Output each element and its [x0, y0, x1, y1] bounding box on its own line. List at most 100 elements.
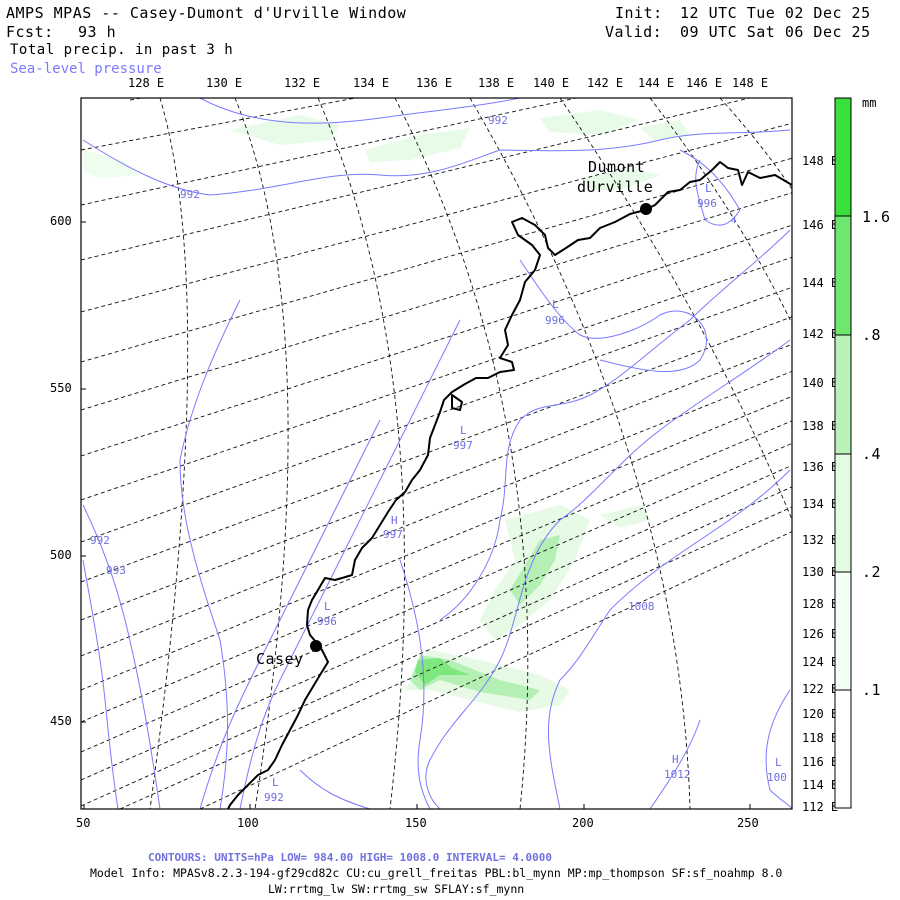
coastline	[227, 161, 792, 809]
top-lon-label: 128 E	[128, 76, 165, 90]
model-info: Model Info: MPASv8.2.3-194-gf29cd82c CU:…	[90, 866, 783, 880]
top-lon-label: 130 E	[206, 76, 243, 90]
valid-time: 09 UTC Sat 06 Dec 25	[680, 23, 871, 41]
colorbar-unit: mm	[862, 96, 877, 110]
right-lon-label: 140 E	[802, 376, 839, 390]
x-axis-label: 250	[737, 816, 759, 830]
right-lon-label: 114 E	[802, 778, 839, 792]
pressure-center-letter: L	[705, 182, 712, 195]
pressure-center-value: 1012	[664, 768, 691, 781]
top-lon-label: 134 E	[353, 76, 390, 90]
precip-area-light	[230, 115, 340, 145]
meridian-line	[81, 286, 792, 543]
meridian-line	[81, 464, 792, 781]
parallel-arc	[394, 98, 529, 809]
slp-contour	[239, 319, 461, 809]
right-lon-label: 138 E	[802, 419, 839, 433]
slp-contour	[82, 504, 161, 809]
slp-contour	[547, 469, 791, 809]
contour-label: 993	[106, 564, 126, 577]
colorbar-label: .8	[862, 326, 882, 344]
slp-contour	[519, 259, 707, 372]
x-axis-label: 50	[76, 816, 91, 830]
forecast-hours: 93 h	[78, 23, 117, 41]
pressure-center-value: 100	[767, 771, 787, 784]
right-lon-label: 132 E	[802, 533, 839, 547]
init-label: Init:	[615, 4, 663, 22]
meridian-line	[81, 98, 579, 206]
slp-contour	[199, 419, 381, 809]
right-lon-label: 118 E	[802, 731, 839, 745]
parallel-arc	[649, 98, 792, 325]
meridian-line	[81, 343, 792, 621]
precip-area-light	[585, 168, 660, 190]
slp-contour	[399, 559, 431, 809]
pressure-center-letter: H	[391, 514, 398, 527]
right-lon-label: 126 E	[802, 627, 839, 641]
station-label-casey: Casey	[256, 650, 304, 668]
axis-ticks	[81, 221, 751, 809]
init-time: 12 UTC Tue 02 Dec 25	[680, 4, 871, 22]
right-lon-label: 142 E	[802, 327, 839, 341]
coastline-island	[451, 394, 463, 411]
contour-label: 4	[731, 216, 737, 226]
slp-contour	[82, 129, 791, 196]
colorbar-label: .1	[862, 681, 882, 699]
contour-info: CONTOURS: UNITS=hPa LOW= 984.00 HIGH= 10…	[148, 851, 552, 864]
pressure-center-value: 996	[317, 615, 337, 628]
precip-area-light	[83, 150, 140, 178]
colorbar-frame	[834, 97, 852, 809]
meridian-line	[81, 192, 792, 411]
meridian-line	[119, 506, 792, 809]
slp-contour	[82, 559, 119, 809]
contour-label: 992	[90, 534, 110, 547]
parallel-arc	[469, 98, 691, 809]
top-lon-label: 146 E	[686, 76, 723, 90]
parallel-arc	[234, 98, 289, 809]
colorbar-segment	[835, 98, 851, 216]
slp-contour	[199, 98, 521, 124]
meridian-line	[81, 370, 792, 657]
slp-contour	[439, 229, 791, 621]
forecast-label: Fcst:	[6, 23, 54, 41]
meridian-line	[81, 98, 752, 261]
slp-contour	[649, 719, 701, 809]
slp-contour	[765, 689, 792, 809]
meridian-line	[81, 157, 792, 363]
precip-shading	[83, 110, 690, 712]
meridian-line	[199, 531, 792, 809]
colorbar-segment	[835, 690, 851, 808]
station-marker-dumont	[640, 203, 652, 215]
pressure-center-value: 992	[264, 791, 284, 804]
meridian-line	[81, 224, 792, 457]
field-precip-label: Total precip. in past 3 h	[10, 42, 234, 58]
top-lon-label: 142 E	[587, 76, 624, 90]
pressure-center-letter: L	[324, 600, 331, 613]
station-label-dumont-2: dUrville	[577, 178, 654, 196]
coastline-path	[227, 161, 792, 809]
colorbar	[834, 97, 852, 809]
physics-info: LW:rrtmg_lw SW:rrtmg_sw SFLAY:sf_mynn	[268, 882, 525, 896]
top-lon-label: 136 E	[416, 76, 453, 90]
contour-label: 1008	[628, 600, 655, 613]
y-axis-label: 450	[50, 714, 72, 728]
precip-area-light	[640, 120, 690, 140]
x-axis-label: 200	[572, 816, 594, 830]
right-lon-label: 124 E	[802, 655, 839, 669]
pressure-center-letter: L	[272, 776, 279, 789]
right-lon-label: 116 E	[802, 755, 839, 769]
top-lon-label: 138 E	[478, 76, 515, 90]
right-lon-label: 144 E	[802, 276, 839, 290]
colorbar-segment	[835, 216, 851, 335]
meridian-line	[81, 420, 792, 723]
precip-area-light	[540, 110, 640, 135]
field-slp-label: Sea-level pressure	[10, 61, 162, 77]
valid-label: Valid:	[605, 23, 663, 41]
colorbar-segment	[835, 335, 851, 454]
precip-area-light	[600, 505, 650, 528]
meridian-line	[81, 316, 792, 583]
station-label-dumont-1: Dumont	[588, 158, 646, 176]
colorbar-label: 1.6	[862, 208, 891, 226]
top-lon-label: 148 E	[732, 76, 769, 90]
